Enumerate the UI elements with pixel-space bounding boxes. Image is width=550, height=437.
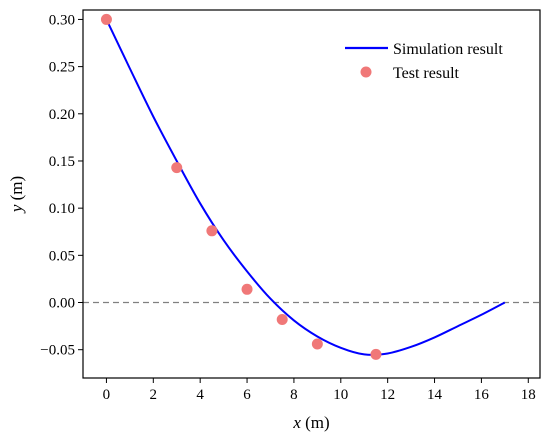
x-tick-label: 4 (196, 387, 204, 403)
y-tick-label: 0.25 (49, 60, 75, 76)
y-tick-label: −0.05 (40, 343, 75, 359)
test-result-point (311, 338, 323, 350)
ticks-layer: 0 2 4 6 8 10 12 14 16 18 −0.05 0.00 0.05 0.10 0.15 0.20… (40, 12, 536, 403)
test-result-point (370, 348, 382, 360)
x-tick-label: 10 (333, 387, 348, 403)
x-tick-label: 12 (380, 387, 395, 403)
test-result-point (241, 283, 253, 295)
y-tick-label: 0.20 (49, 107, 75, 123)
x-axis-var: x (292, 413, 301, 432)
legend: Simulation result Test result (345, 41, 503, 82)
test-result-point (100, 13, 112, 25)
x-axis-unit: (m) (301, 413, 330, 432)
y-axis-label: y (m) (7, 176, 26, 214)
x-tick-label: 0 (103, 387, 111, 403)
y-tick-label: 0.00 (49, 296, 75, 312)
x-axis-label: x (m) (292, 413, 329, 432)
legend-line-label: Simulation result (393, 41, 503, 58)
y-tick-label: 0.10 (49, 201, 75, 217)
series-layer (100, 13, 506, 360)
y-axis-unit: (m) (7, 176, 26, 205)
x-tick-label: 8 (290, 387, 298, 403)
y-tick-label: 0.30 (49, 12, 75, 28)
test-result-point (171, 162, 183, 174)
test-result-point (276, 313, 288, 325)
legend-marker-swatch (360, 66, 372, 78)
simulation-result-line (105, 19, 506, 356)
test-result-point (206, 225, 218, 237)
x-tick-label: 16 (474, 387, 490, 403)
x-tick-label: 6 (243, 387, 251, 403)
y-tick-label: 0.05 (49, 248, 75, 264)
x-tick-label: 14 (427, 387, 443, 403)
legend-marker-label: Test result (393, 65, 460, 82)
y-axis-var: y (7, 204, 26, 214)
plot-frame (82, 9, 541, 379)
y-tick-label: 0.15 (49, 154, 75, 170)
x-tick-label: 18 (521, 387, 536, 403)
x-tick-label: 2 (150, 387, 158, 403)
